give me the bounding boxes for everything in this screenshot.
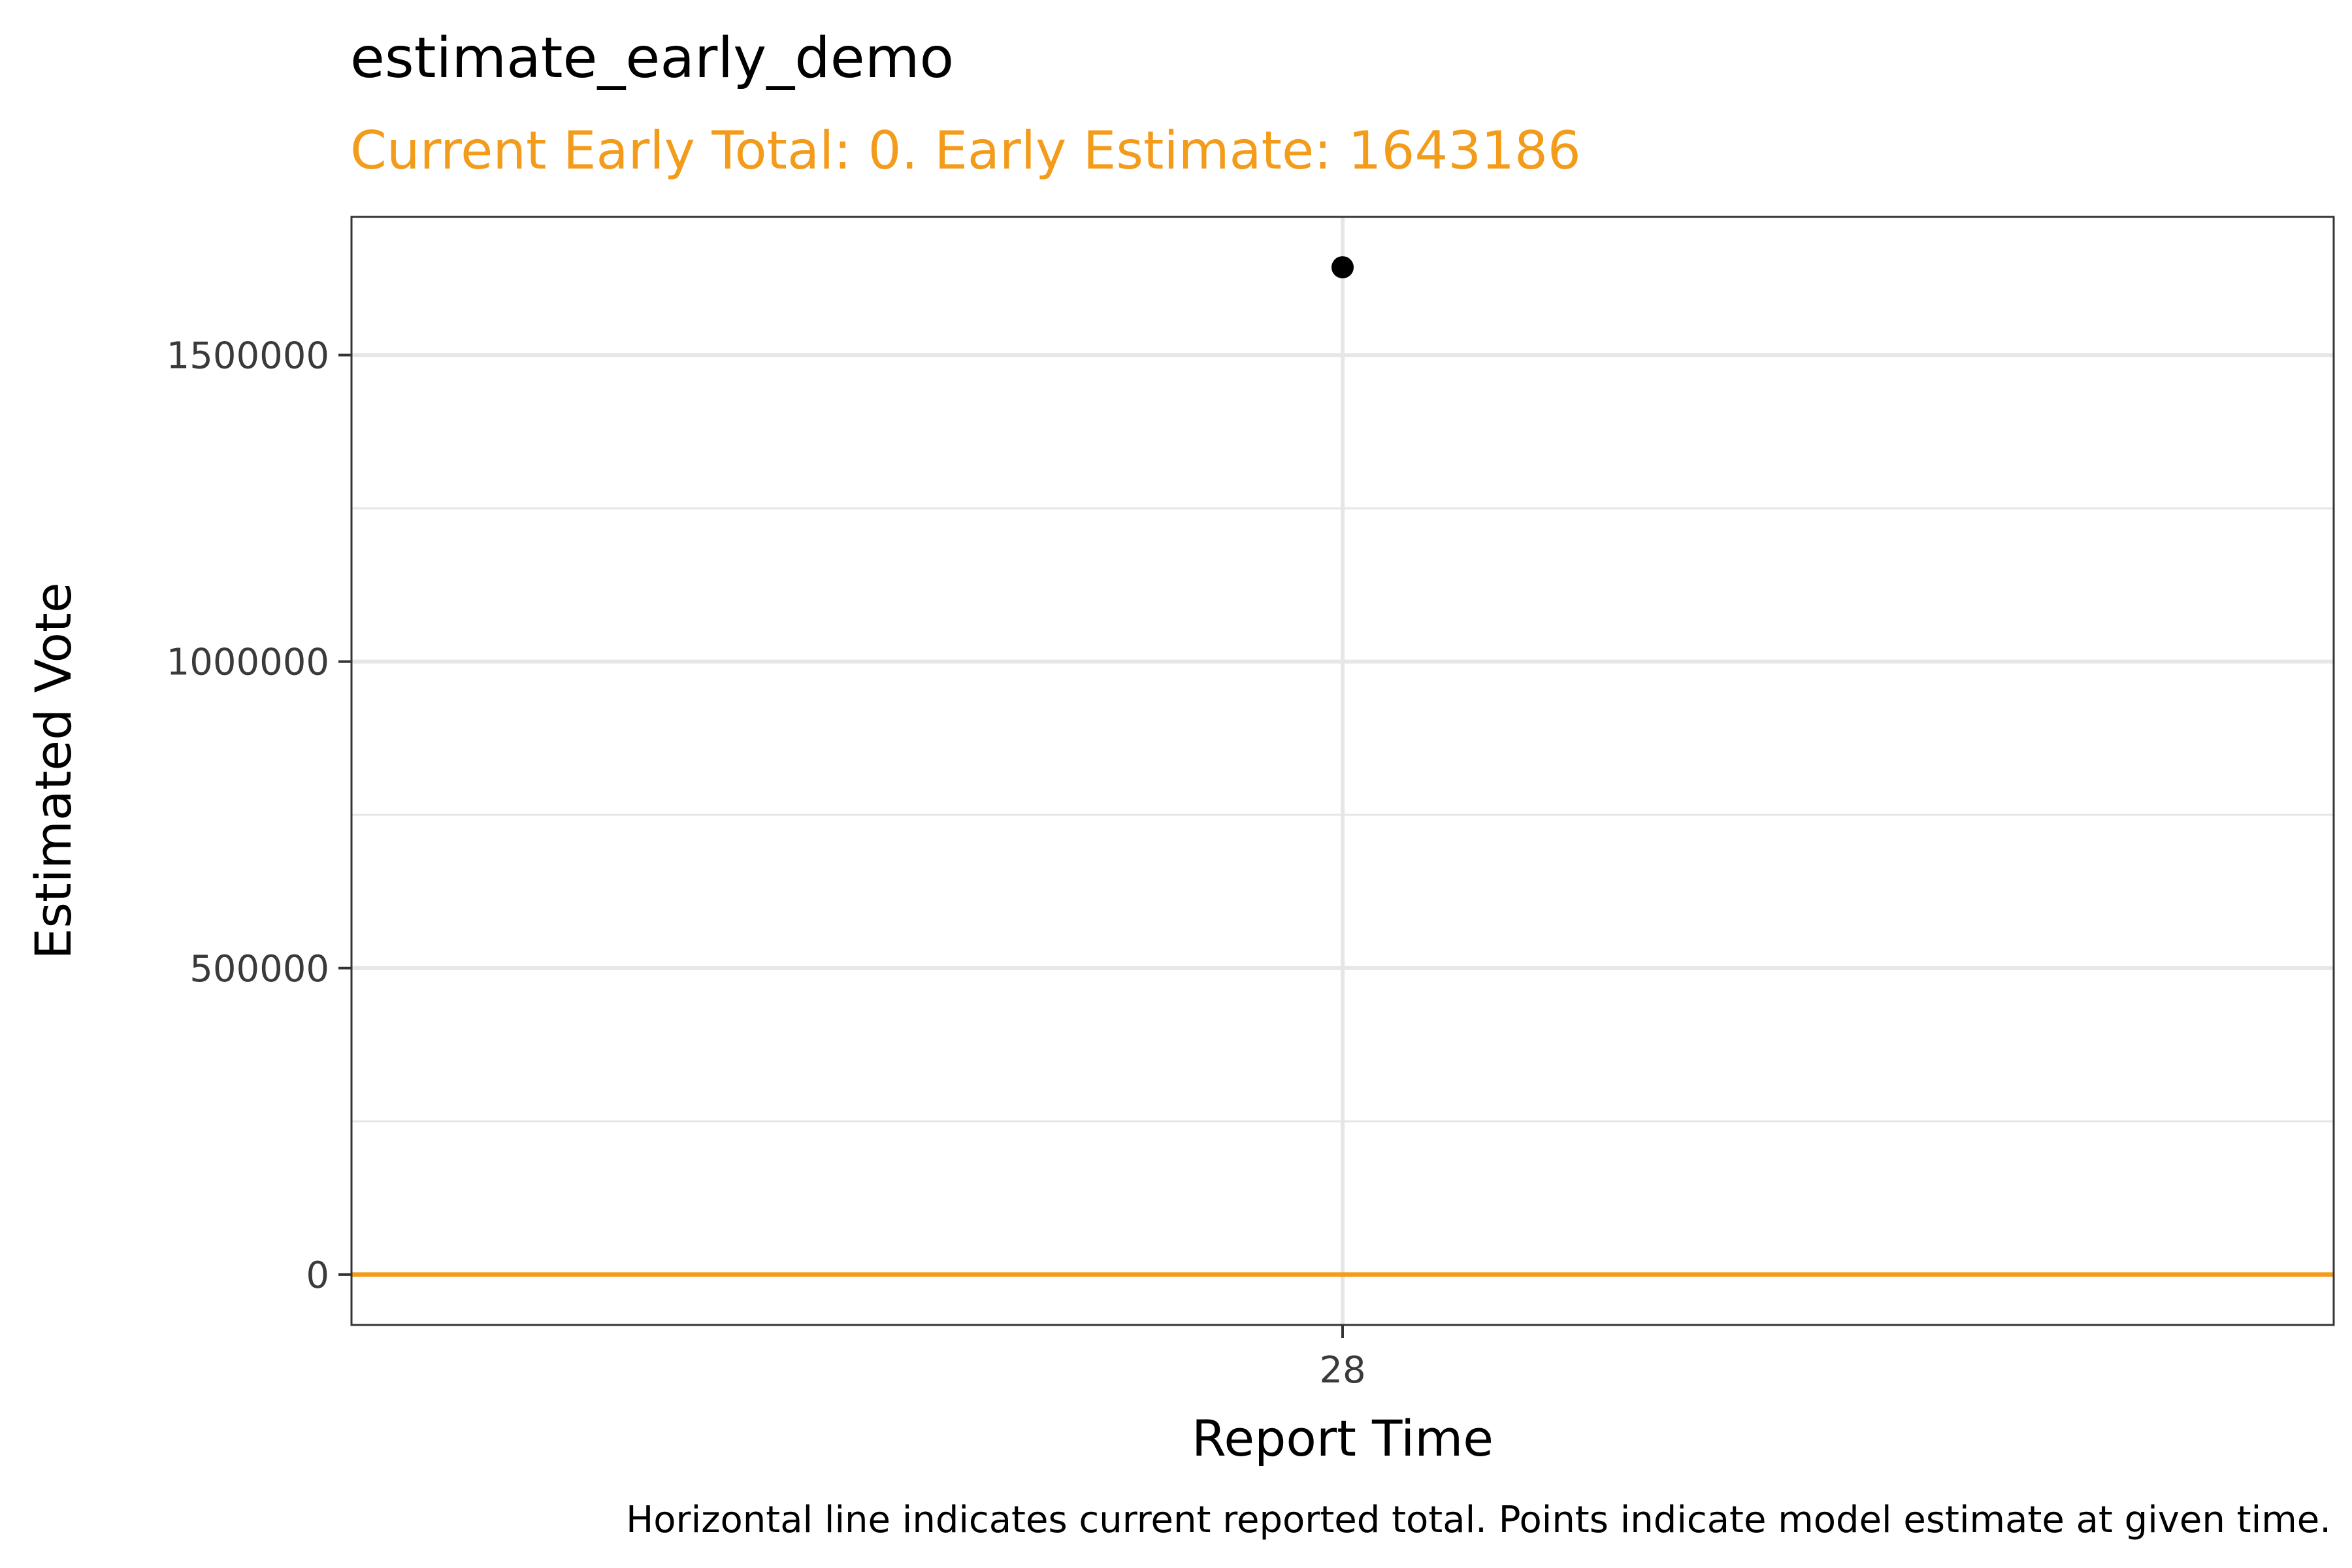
grid [351,217,2334,1325]
y-tick-label: 0 [306,1254,329,1297]
points-layer [1331,256,1354,279]
x-axis-title: Report Time [1192,1409,1494,1467]
y-tick-label: 500000 [189,948,329,990]
x-tick-label: 28 [1319,1349,1365,1392]
chart-title: estimate_early_demo [350,25,954,91]
x-axis: 28 [1319,1325,1366,1392]
y-axis-title: Estimated Vote [24,582,82,959]
y-axis: 0 500000 1000000 1500000 [167,335,351,1297]
y-tick-label: 1500000 [167,335,329,377]
chart-subtitle: Current Early Total: 0. Early Estimate: … [350,120,1581,181]
y-tick-label: 1000000 [167,642,329,684]
data-point [1331,256,1354,279]
chart-caption: Horizontal line indicates current report… [626,1499,2331,1541]
